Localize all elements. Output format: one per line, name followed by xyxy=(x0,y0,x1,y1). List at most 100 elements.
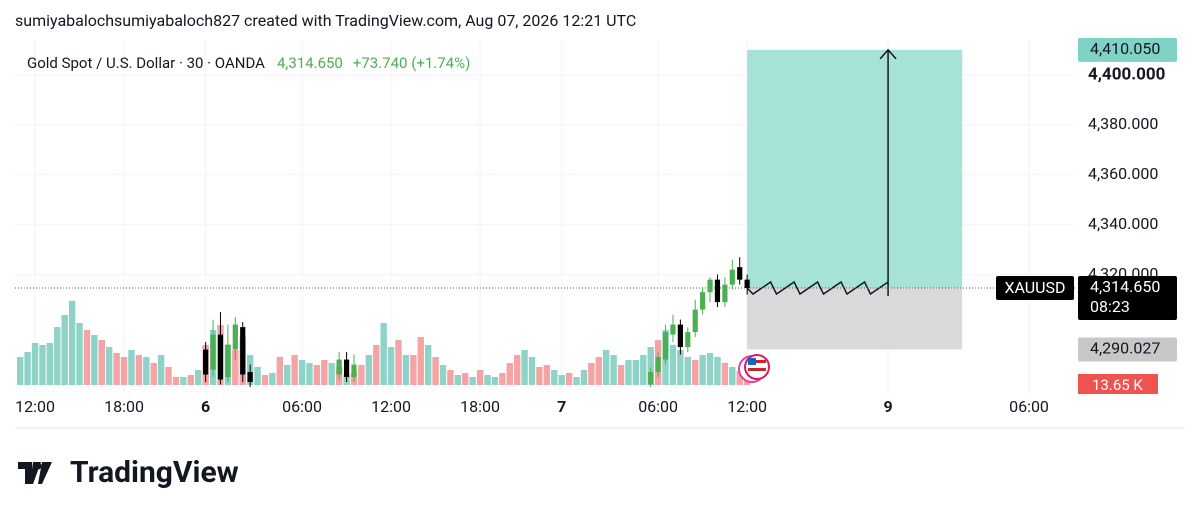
brand-name: TradingView xyxy=(70,455,239,490)
candle xyxy=(225,324,231,383)
y-tick-label: 4,360.000 xyxy=(1088,164,1158,183)
x-tick-label: 06:00 xyxy=(1009,397,1049,416)
volume-bar xyxy=(380,323,387,385)
x-tick-label: 12:00 xyxy=(371,397,411,416)
candle-body xyxy=(662,332,669,360)
volume-bar xyxy=(476,370,484,385)
volume-bar xyxy=(625,360,632,385)
x-tick-label: 12:00 xyxy=(15,397,55,416)
volume-bar xyxy=(610,355,617,385)
volume-bar xyxy=(106,347,113,385)
candle-body xyxy=(744,279,750,289)
volume-bar xyxy=(714,357,721,385)
candle xyxy=(343,352,350,383)
volume-bar xyxy=(432,357,439,385)
legend-change: +73.740 (+1.74%) xyxy=(353,54,470,72)
volume-bar xyxy=(513,355,521,385)
x-tick-label: 9 xyxy=(883,397,892,416)
volume-bar xyxy=(128,350,135,385)
flag-stripe xyxy=(748,368,766,371)
volume-bar xyxy=(54,327,61,385)
volume-bar xyxy=(232,350,239,385)
y-tick-label: 4,380.000 xyxy=(1088,114,1158,133)
candle-body xyxy=(655,357,661,373)
volume-bar xyxy=(284,365,291,385)
candle-body xyxy=(351,364,357,378)
volume-bar xyxy=(640,355,647,385)
candle xyxy=(240,322,246,383)
volume-bar xyxy=(706,353,714,385)
volume-bar xyxy=(595,357,602,385)
flag-icon xyxy=(738,354,770,383)
volume-bar xyxy=(447,370,454,385)
y-tick-label: 4,340.000 xyxy=(1088,214,1158,233)
volume-bar xyxy=(68,301,76,385)
candle xyxy=(655,352,661,378)
candle-body xyxy=(714,279,721,303)
candle-body xyxy=(247,372,253,383)
stop-label-box xyxy=(1078,337,1177,362)
volume-bar xyxy=(602,350,610,385)
candle xyxy=(210,319,216,378)
candle-body xyxy=(677,324,683,348)
brand-logo xyxy=(18,462,52,484)
position-tool xyxy=(15,48,1075,350)
volume-bar xyxy=(91,335,98,385)
volume-bar xyxy=(692,360,699,385)
candle-body xyxy=(737,267,743,280)
volume-bar xyxy=(46,343,54,385)
candle-body xyxy=(729,269,735,285)
target-label-box xyxy=(1078,37,1177,62)
candle-body xyxy=(203,349,209,375)
volume-bar xyxy=(172,377,180,385)
volume-bar xyxy=(617,365,625,385)
volume-bar xyxy=(424,345,432,385)
x-tick-label: 7 xyxy=(557,397,566,416)
volume-bar xyxy=(543,365,551,385)
volume-bar xyxy=(16,357,24,385)
volume-bar xyxy=(402,355,410,385)
volume-bar xyxy=(528,357,536,385)
volume-bar xyxy=(417,337,424,385)
candle-body xyxy=(700,292,706,310)
x-tick-label: 18:00 xyxy=(104,397,144,416)
legend-title: Gold Spot / U.S. Dollar · 30 · OANDA xyxy=(27,54,265,72)
candle-body xyxy=(670,324,676,335)
projection-arrow xyxy=(746,49,889,297)
x-tick-label: 18:00 xyxy=(460,397,500,416)
candle xyxy=(744,274,750,295)
volume-bar xyxy=(39,345,46,385)
arrow-head xyxy=(879,48,897,60)
volume-bar xyxy=(462,373,469,385)
symbol-tag xyxy=(996,276,1074,301)
volume-bar xyxy=(187,375,195,385)
volume-bar xyxy=(113,353,120,385)
volume-bar xyxy=(558,375,565,385)
volume-bar xyxy=(261,375,269,385)
volume-bar xyxy=(76,323,83,385)
volume-bar xyxy=(328,363,335,385)
volume-bar xyxy=(157,355,165,385)
stop-label: 4,290.027 xyxy=(1090,339,1160,358)
volume-bar xyxy=(365,355,373,385)
volume-bar xyxy=(506,363,513,385)
volume-bar xyxy=(521,350,528,385)
volume-bar xyxy=(120,357,128,385)
x-tick-label: 06:00 xyxy=(638,397,678,416)
volume-bar xyxy=(454,375,462,385)
volume-bar xyxy=(729,367,736,385)
volume-bar xyxy=(358,365,365,385)
x-tick-label: 06:00 xyxy=(282,397,322,416)
candle xyxy=(247,364,253,388)
volume-bar xyxy=(699,355,706,385)
volume-bar xyxy=(469,377,476,385)
target-label: 4,410.050 xyxy=(1090,39,1160,58)
volume-bar xyxy=(551,370,558,385)
profit-zone xyxy=(747,49,963,289)
candle xyxy=(714,274,721,308)
legend-price: 4,314.650 xyxy=(277,54,343,72)
candle-body xyxy=(240,327,246,375)
volume-bar xyxy=(276,357,284,385)
brand: TradingView xyxy=(18,455,239,490)
